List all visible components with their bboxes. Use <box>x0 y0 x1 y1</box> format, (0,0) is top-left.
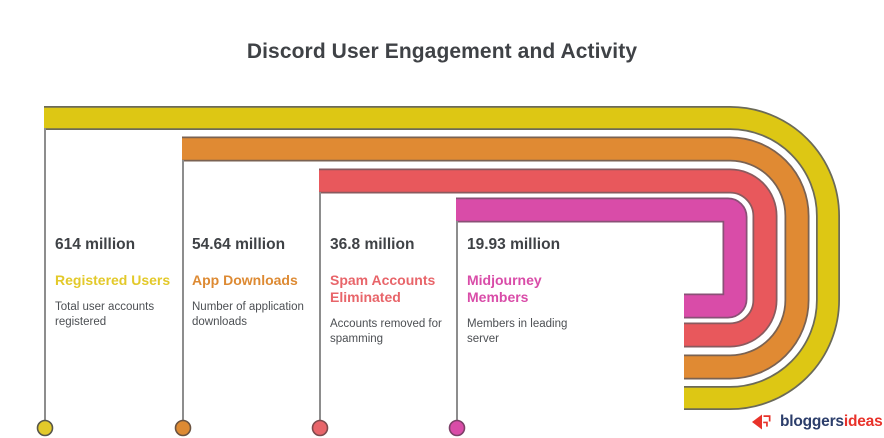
ribbon-band-midjourney-members-fill <box>456 199 746 317</box>
stat-value: 54.64 million <box>192 236 286 253</box>
logo-secondary-text: ideas <box>843 413 883 430</box>
ribbon-band-registered-users-fill <box>44 107 839 409</box>
stat-value: 614 million <box>55 236 136 253</box>
stat-description: Total user accounts registered <box>55 301 155 328</box>
logo-text: bloggersideas <box>780 413 883 431</box>
logo-primary-text: bloggers <box>780 413 844 430</box>
marker-dot-registered-users <box>36 419 54 437</box>
stat-column-spam-accounts: 36.8 million Spam Accounts Eliminated Ac… <box>330 236 442 346</box>
stat-column-app-downloads: 54.64 million App Downloads Number of ap… <box>192 236 324 329</box>
stat-description: Number of application downloads <box>192 301 304 328</box>
stat-description: Accounts removed for spamming <box>330 318 442 345</box>
play-bolt-icon <box>752 414 771 430</box>
ribbon-band-app-downloads-fill <box>182 138 808 378</box>
stat-value: 19.93 million <box>467 236 561 253</box>
stat-value: 36.8 million <box>330 236 415 253</box>
stat-column-midjourney-members: 19.93 million Midjourney Members Members… <box>467 236 592 346</box>
brand-logo[interactable]: bloggersideas <box>751 411 883 433</box>
marker-dot-spam-accounts <box>311 419 329 437</box>
stat-label: Midjourney Members <box>467 272 542 305</box>
marker-dot-midjourney-members <box>448 419 466 437</box>
stat-label: Registered Users <box>55 272 171 288</box>
stat-column-registered-users: 614 million Registered Users Total user … <box>55 236 187 329</box>
stat-label: Spam Accounts Eliminated <box>330 272 436 305</box>
stat-label: App Downloads <box>192 272 298 288</box>
stat-description: Members in leading server <box>467 318 568 345</box>
ribbon-band-spam-accounts-fill <box>319 170 776 346</box>
page-title: Discord User Engagement and Activity <box>246 40 638 63</box>
marker-dot-app-downloads <box>174 419 192 437</box>
